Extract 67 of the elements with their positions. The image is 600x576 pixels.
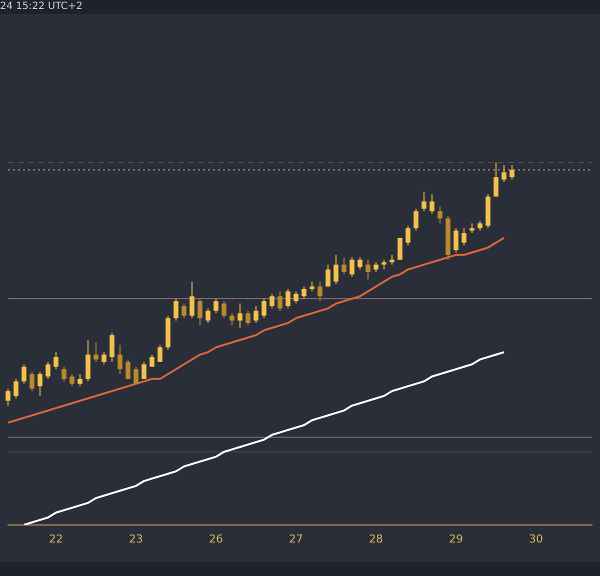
candlestick	[270, 293, 274, 309]
candlestick	[366, 259, 370, 280]
candlestick	[222, 300, 226, 319]
x-tick-label: 29	[449, 532, 463, 546]
candlestick	[174, 298, 178, 322]
candlestick	[6, 388, 10, 406]
x-tick-label: 23	[129, 532, 143, 546]
candlestick	[438, 206, 442, 224]
candlestick	[406, 225, 410, 246]
candlestick	[126, 358, 130, 380]
candlestick	[334, 254, 338, 285]
candlestick	[414, 208, 418, 232]
candlestick	[38, 371, 42, 396]
candlestick	[118, 344, 122, 375]
candlestick	[302, 286, 306, 300]
candlestick	[262, 298, 266, 319]
candlestick	[54, 352, 58, 370]
candlestick	[286, 288, 290, 309]
x-tick-label: 26	[209, 532, 223, 546]
candlestick	[350, 256, 354, 278]
candlestick	[110, 332, 114, 362]
candlestick	[398, 237, 402, 260]
candlestick	[470, 222, 474, 234]
candlestick	[102, 352, 106, 365]
candlestick	[374, 262, 378, 272]
candlestick	[358, 256, 362, 270]
candlestick	[294, 290, 298, 304]
x-tick-label: 30	[529, 532, 543, 546]
candlestick	[198, 298, 202, 326]
candlestick	[478, 220, 482, 232]
candlestick	[510, 164, 514, 180]
candlestick	[382, 259, 386, 270]
candlestick	[46, 361, 50, 380]
text: 24 15:22 UTC+2	[0, 1, 82, 12]
candlestick	[278, 290, 282, 312]
candlestick	[62, 366, 66, 382]
candlestick	[342, 256, 346, 275]
candlestick	[254, 305, 258, 324]
candlestick	[430, 194, 434, 214]
candlestick	[142, 361, 146, 380]
candlestick	[158, 344, 162, 362]
candlestick	[230, 312, 234, 326]
candlestick	[326, 264, 330, 288]
candlestick	[182, 303, 186, 319]
candlestick	[502, 164, 506, 182]
candlestick	[22, 364, 26, 384]
candlestick	[206, 308, 210, 324]
candlestick	[78, 374, 82, 387]
candlestick	[14, 378, 18, 399]
candlestick	[454, 228, 458, 253]
candlestick	[150, 354, 154, 368]
candlestick	[310, 281, 314, 292]
candlestick	[246, 310, 250, 326]
candlestick	[30, 371, 34, 392]
x-tick-label: 27	[289, 532, 303, 546]
candlestick	[214, 298, 218, 314]
candlestick	[494, 162, 498, 198]
candlestick	[190, 281, 194, 319]
x-tick-label: 28	[369, 532, 383, 546]
candlestick	[70, 374, 74, 387]
candlestick	[318, 281, 322, 302]
candlestick	[462, 228, 466, 246]
candlestick	[422, 191, 426, 212]
candlestick	[134, 366, 138, 384]
x-tick-label: 22	[49, 532, 63, 546]
candlestick	[94, 342, 98, 362]
candlestick	[238, 303, 242, 328]
